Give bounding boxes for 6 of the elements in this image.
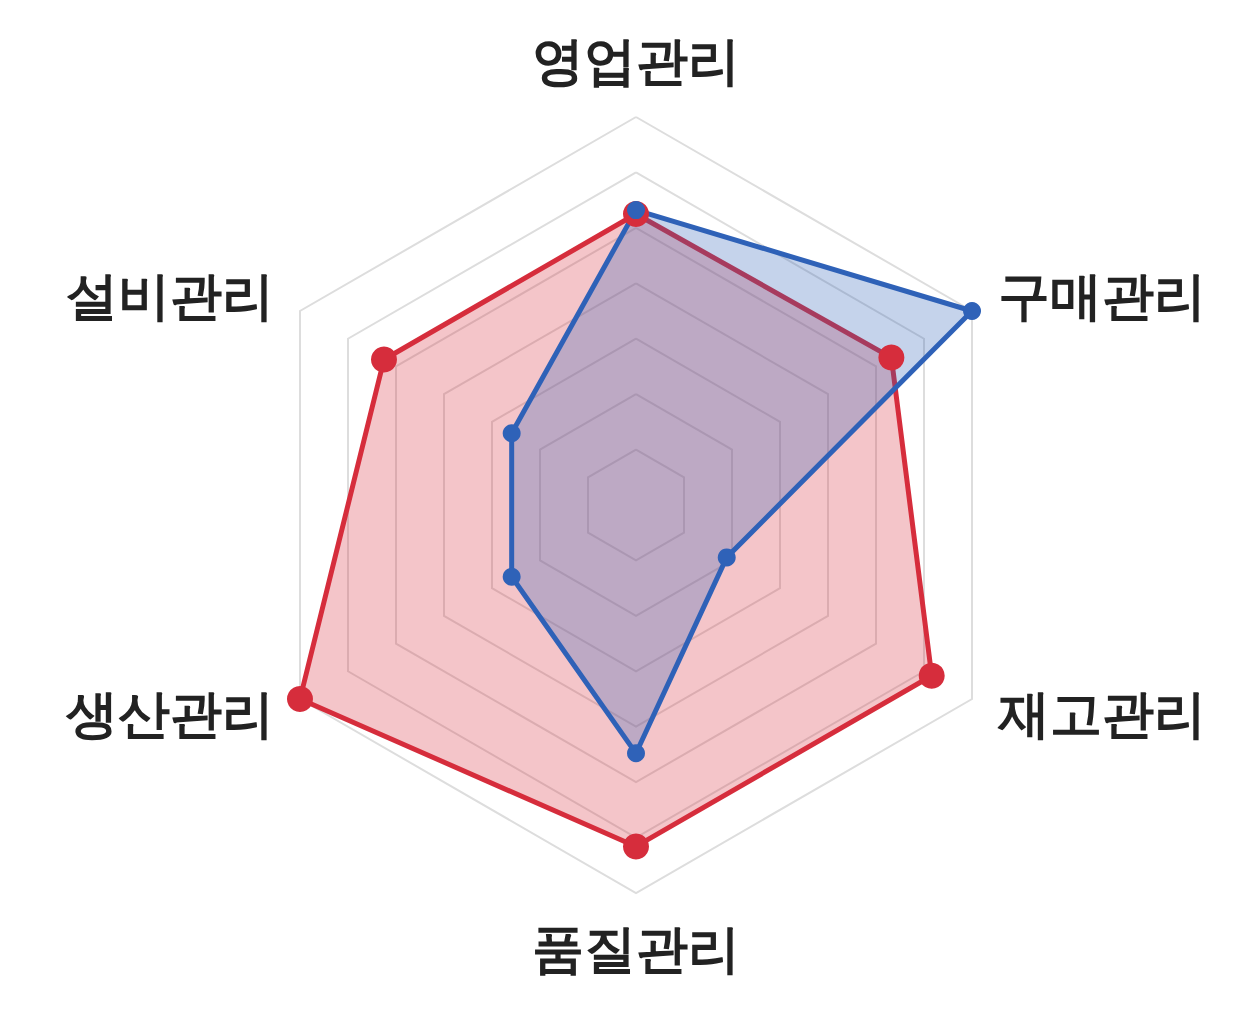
- spoke-label: 품질관리: [532, 919, 740, 979]
- spoke-label: 재고관리: [997, 684, 1206, 744]
- spoke-label: 설비관리: [66, 266, 274, 326]
- spoke-label: 생산관리: [65, 684, 274, 744]
- spoke-label: 구매관리: [998, 266, 1206, 326]
- spoke-label: 영업관리: [532, 31, 740, 91]
